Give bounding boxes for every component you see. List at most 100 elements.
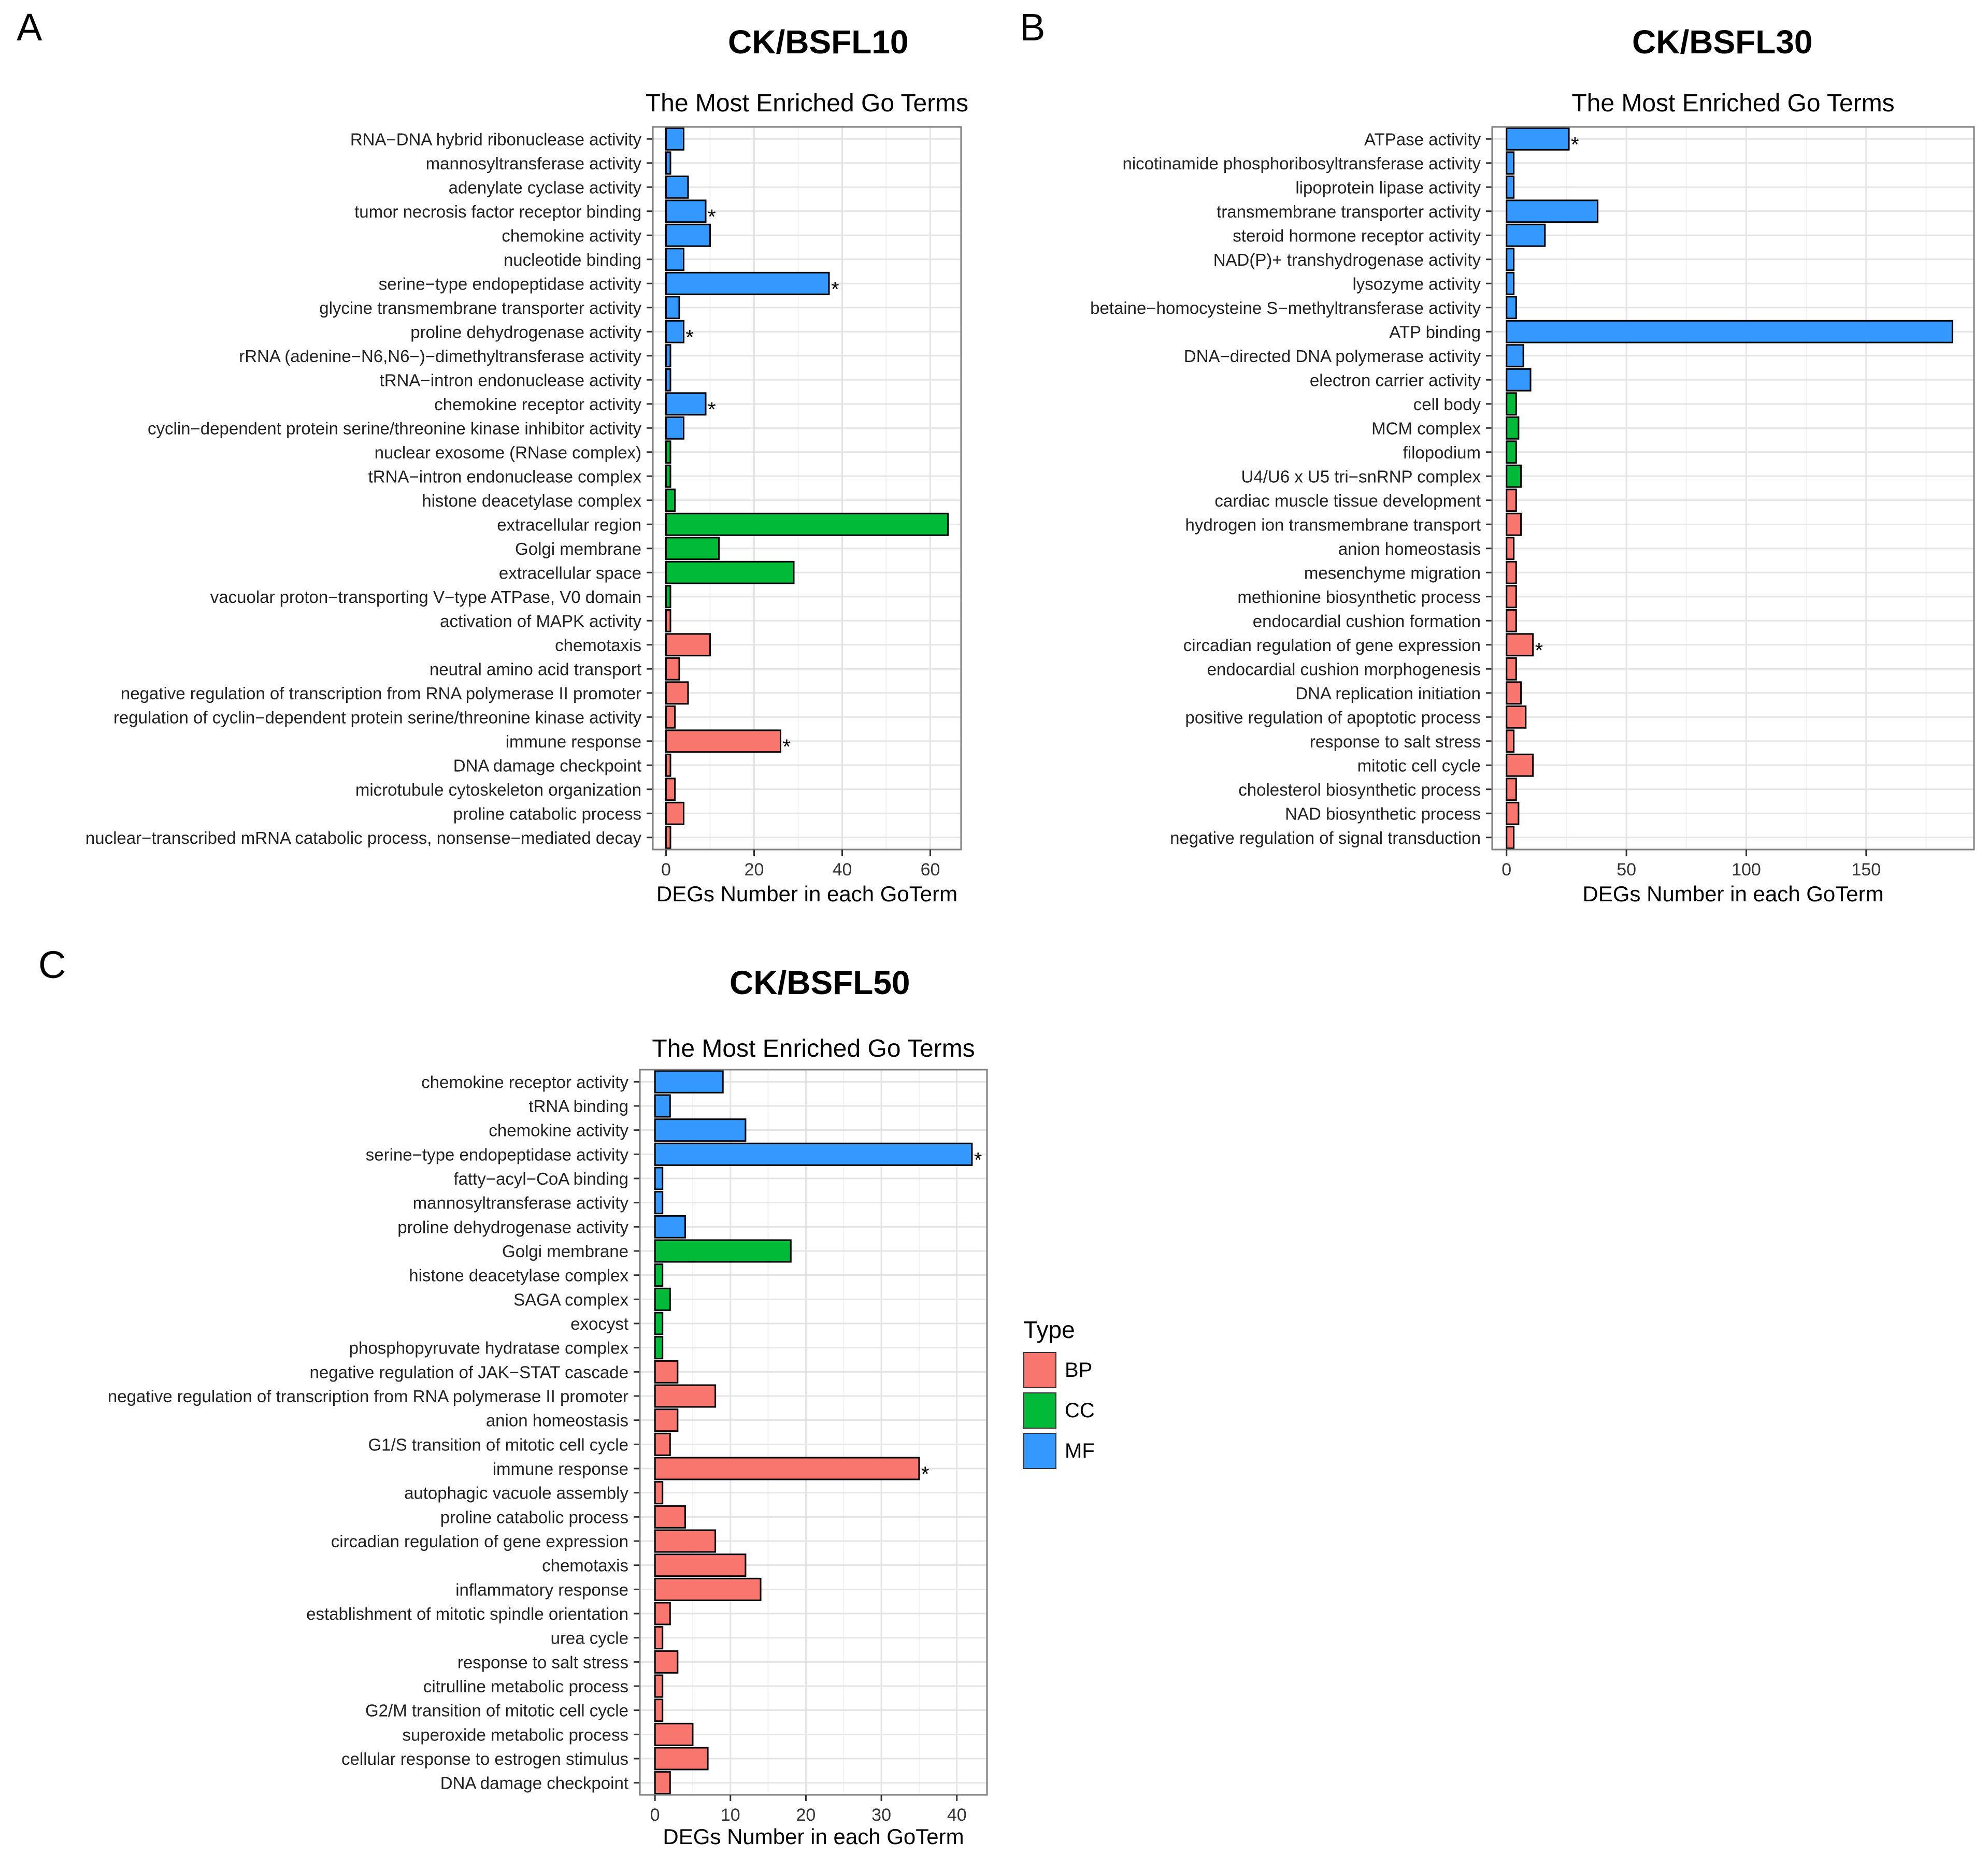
bar (665, 826, 671, 850)
chart-panel-0: RNA−DNA hybrid ribonuclease activity mann… (85, 90, 968, 906)
bar (665, 248, 684, 271)
bar (665, 705, 676, 729)
x-axis-label: DEGs Number in each GoTerm (1582, 882, 1883, 906)
bar (665, 801, 684, 825)
bar (665, 681, 689, 705)
category-label: G1/S transition of mitotic cell cycle (368, 1435, 628, 1454)
category-label: DNA−directed DNA polymerase activity (1184, 347, 1481, 366)
legend-label-cc: CC (1065, 1399, 1095, 1422)
bar (654, 1699, 664, 1722)
bar (665, 512, 949, 536)
x-tick-label: 10 (721, 1805, 740, 1825)
chart-subtitle: The Most Enriched Go Terms (646, 90, 968, 117)
bar (654, 1577, 762, 1601)
bar (654, 1070, 724, 1094)
bar (1506, 223, 1546, 247)
bar (665, 585, 671, 609)
category-label: serine−type endopeptidase activity (379, 274, 642, 293)
bar (654, 1215, 686, 1239)
x-tick-label: 20 (745, 860, 764, 880)
bar (654, 1094, 671, 1118)
bar (654, 1481, 664, 1505)
panel-c-title: CK/BSFL50 (730, 964, 910, 1001)
bar (654, 1771, 671, 1795)
bar (665, 778, 676, 801)
significance-star: * (783, 736, 791, 758)
category-label: DNA replication initiation (1295, 684, 1481, 703)
category-label: ATP binding (1389, 322, 1481, 341)
x-axis-label: DEGs Number in each GoTerm (656, 882, 957, 906)
category-label: Golgi membrane (515, 539, 641, 558)
bar (1506, 344, 1524, 368)
category-label: tRNA binding (528, 1097, 628, 1116)
plot-border (1491, 126, 1975, 851)
category-label: extracellular space (499, 563, 641, 582)
legend-label-bp: BP (1065, 1358, 1093, 1382)
bar (1506, 440, 1517, 464)
bar (665, 729, 781, 753)
bar (665, 271, 830, 295)
bar (665, 127, 684, 151)
bar (1506, 729, 1515, 753)
x-tick-label: 40 (833, 860, 852, 880)
significance-star: * (708, 206, 716, 228)
category-label: immune response (506, 732, 641, 751)
bar (654, 1457, 920, 1480)
significance-star: * (1571, 133, 1579, 156)
bar (665, 440, 671, 464)
legend-swatch-mf (1023, 1433, 1056, 1469)
bar (654, 1312, 664, 1335)
x-tick-label: 40 (947, 1805, 967, 1825)
panel-a-title: CK/BSFL10 (728, 23, 909, 61)
category-label: mitotic cell cycle (1357, 756, 1481, 775)
significance-star: * (831, 278, 839, 300)
chart-subtitle: The Most Enriched Go Terms (1571, 90, 1894, 117)
category-label: negative regulation of JAK−STAT cascade (310, 1362, 628, 1382)
category-label: circadian regulation of gene expression (331, 1532, 628, 1551)
bar (1506, 296, 1517, 320)
legend: Type BP CC MF (1023, 1316, 1095, 1471)
panel-a-letter: A (17, 6, 42, 49)
bar (665, 416, 684, 440)
category-label: RNA−DNA hybrid ribonuclease activity (350, 130, 642, 149)
category-label: Golgi membrane (502, 1242, 628, 1261)
category-label: nicotinamide phosphoribosyltransferase a… (1122, 154, 1481, 173)
legend-swatch-bp (1023, 1352, 1056, 1388)
bar (654, 1384, 717, 1408)
bar (665, 151, 671, 175)
category-label: positive regulation of apoptotic process (1185, 708, 1481, 727)
bar (665, 320, 684, 343)
bar (1506, 464, 1522, 488)
bar (1506, 585, 1517, 609)
bar (654, 1650, 679, 1674)
category-label: chemokine receptor activity (421, 1072, 628, 1091)
bar (665, 609, 671, 632)
bar (654, 1336, 664, 1360)
category-label: rRNA (adenine−N6,N6−)−dimethyltransferas… (239, 347, 641, 366)
bar (665, 199, 707, 223)
category-label: betaine−homocysteine S−methyltransferase… (1090, 298, 1481, 318)
bar (665, 753, 671, 777)
category-label: endocardial cushion morphogenesis (1207, 659, 1481, 679)
category-label: tRNA−intron endonuclease complex (368, 467, 642, 486)
bar (654, 1553, 747, 1577)
bar (1506, 488, 1517, 512)
bar (654, 1408, 679, 1432)
category-label: MCM complex (1371, 419, 1481, 438)
bar (654, 1529, 717, 1553)
bar (1506, 705, 1527, 729)
category-label: fatty−acyl−CoA binding (453, 1169, 628, 1188)
bar (665, 464, 671, 488)
plot-background (653, 127, 961, 850)
bar (1506, 416, 1520, 440)
category-label: mesenchyme migration (1304, 563, 1481, 582)
category-label: anion homeostasis (1338, 539, 1481, 558)
category-label: inflammatory response (455, 1580, 628, 1599)
category-label: chemokine activity (489, 1121, 628, 1140)
x-axis-label: DEGs Number in each GoTerm (663, 1824, 964, 1849)
category-label: cardiac muscle tissue development (1214, 491, 1481, 510)
category-label: circadian regulation of gene expression (1183, 636, 1481, 655)
category-label: chemotaxis (555, 636, 641, 655)
plot-border (652, 126, 962, 851)
bar (1506, 537, 1515, 560)
